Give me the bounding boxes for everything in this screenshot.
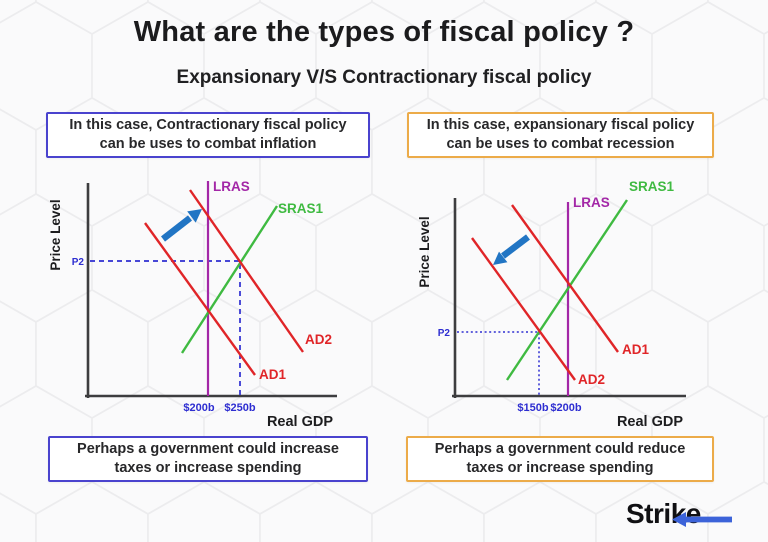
sras1-curve bbox=[506, 199, 628, 381]
x-axis-label: Real GDP bbox=[267, 414, 333, 430]
contractionary-chart: LRAS SRAS1 AD1 AD2 P2 $200b $250b Price … bbox=[48, 179, 337, 430]
sras1-label: SRAS1 bbox=[278, 201, 324, 216]
page-title: What are the types of fiscal policy ? bbox=[133, 16, 635, 48]
ad2-label: AD2 bbox=[578, 372, 605, 387]
ad2-curve bbox=[189, 189, 304, 353]
p2-marker-label: P2 bbox=[72, 257, 85, 268]
ad1-curve bbox=[144, 222, 256, 376]
sras1-label: SRAS1 bbox=[629, 179, 675, 194]
shift-up-right-arrow-icon bbox=[161, 209, 202, 242]
p2-guide-dotted-line bbox=[457, 331, 540, 396]
x-tick-250b: $250b bbox=[224, 402, 255, 414]
strike-logo-left-arrow-icon bbox=[672, 511, 732, 527]
expansionary-top-note: In this case, expansionary fiscal policy… bbox=[407, 112, 714, 158]
y-axis-label: Price Level bbox=[48, 199, 63, 270]
expansionary-chart: LRAS SRAS1 AD1 AD2 P2 $150b $200b Price … bbox=[417, 179, 686, 430]
x-tick-150b: $150b bbox=[517, 402, 548, 414]
expansionary-bottom-note: Perhaps a government could reduce taxes … bbox=[406, 436, 714, 482]
x-tick-200b: $200b bbox=[550, 402, 581, 414]
contractionary-top-note: In this case, Contractionary fiscal poli… bbox=[46, 112, 370, 158]
x-tick-200b: $200b bbox=[183, 402, 214, 414]
ad1-label: AD1 bbox=[622, 342, 649, 357]
strike-logo-text-ke: ke bbox=[671, 498, 702, 529]
x-axis-label: Real GDP bbox=[617, 414, 683, 430]
strike-logo-text-stri: Stri bbox=[626, 498, 671, 529]
ad1-label: AD1 bbox=[259, 367, 286, 382]
lras-label: LRAS bbox=[573, 195, 610, 210]
lras-label: LRAS bbox=[213, 179, 250, 194]
contractionary-bottom-note: Perhaps a government could increase taxe… bbox=[48, 436, 368, 482]
ad1-curve bbox=[511, 204, 619, 353]
y-axis-label: Price Level bbox=[417, 216, 432, 287]
p2-marker-label: P2 bbox=[438, 328, 451, 339]
ad2-label: AD2 bbox=[305, 332, 332, 347]
sras1-curve bbox=[180, 205, 279, 354]
ad2-curve bbox=[471, 237, 576, 381]
page-subtitle: Expansionary V/S Contractionary fiscal p… bbox=[176, 67, 592, 88]
shift-down-left-arrow-icon bbox=[493, 234, 530, 265]
p2-guide-dashed-line bbox=[90, 260, 241, 396]
strike-logo: Strike bbox=[626, 498, 738, 536]
